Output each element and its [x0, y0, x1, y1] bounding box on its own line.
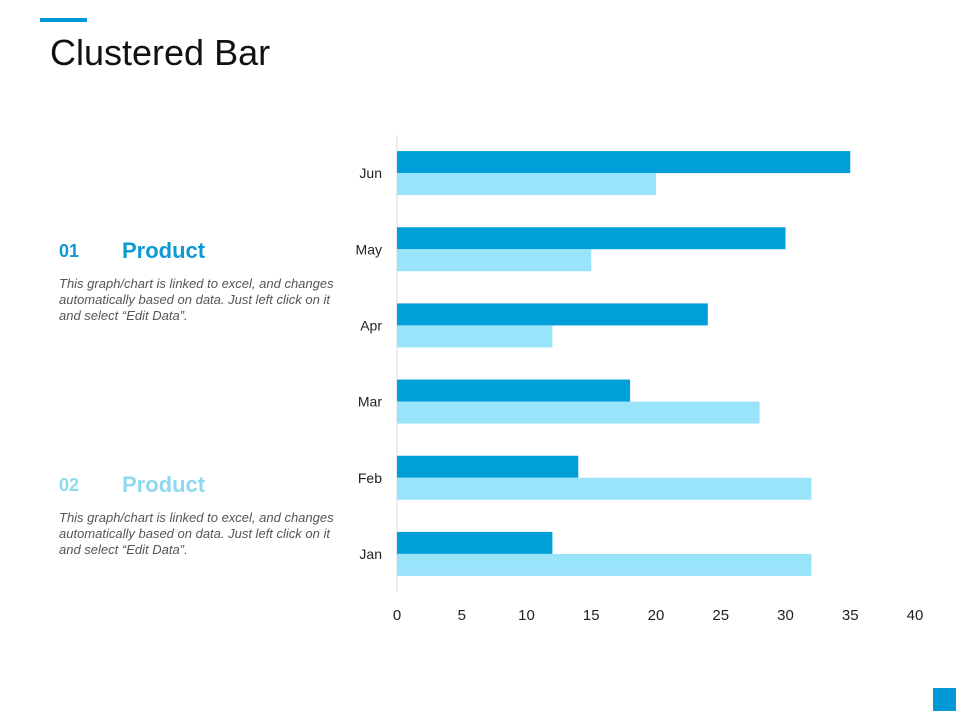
product-item-2-description: This graph/chart is linked to excel, and… [59, 510, 334, 557]
bar-series-2-apr [397, 325, 553, 348]
corner-square-decoration [933, 688, 956, 711]
bar-series-1-jan [397, 531, 553, 554]
title-accent-line [40, 18, 87, 22]
product-item-2-header: 02 Product [59, 470, 339, 504]
x-tick-label-10: 10 [518, 607, 535, 624]
bar-series-1-may [397, 227, 786, 250]
product-item-1-description: This graph/chart is linked to excel, and… [59, 276, 334, 323]
bar-series-1-jun [397, 151, 851, 174]
x-tick-label-0: 0 [393, 607, 401, 624]
product-item-2-number: 02 [59, 475, 80, 495]
x-tick-label-5: 5 [458, 607, 466, 624]
y-tick-label-feb: Feb [358, 470, 382, 486]
bar-series-2-jun [397, 173, 656, 196]
x-tick-label-35: 35 [842, 607, 859, 624]
x-tick-label-20: 20 [648, 607, 665, 624]
x-tick-label-30: 30 [777, 607, 794, 624]
y-tick-label-apr: Apr [360, 317, 382, 333]
x-tick-label-40: 40 [907, 607, 924, 624]
bar-series-2-mar [397, 401, 760, 424]
product-item-2: 02 Product This graph/chart is linked to… [59, 470, 339, 558]
bar-series-1-apr [397, 303, 708, 326]
bar-series-2-may [397, 249, 592, 272]
bar-series-2-jan [397, 553, 812, 576]
x-tick-label-15: 15 [583, 607, 600, 624]
product-item-1-title: Product [122, 238, 206, 263]
product-item-1: 01 Product This graph/chart is linked to… [59, 236, 339, 324]
product-item-1-number: 01 [59, 241, 80, 261]
product-item-2-title: Product [122, 472, 206, 497]
y-tick-label-mar: Mar [358, 394, 382, 410]
y-tick-label-jun: Jun [359, 165, 382, 181]
product-item-1-header: 01 Product [59, 236, 339, 270]
bar-series-1-feb [397, 455, 579, 478]
x-tick-label-25: 25 [712, 607, 729, 624]
bar-series-2-feb [397, 477, 812, 500]
slide-title: Clustered Bar [50, 32, 271, 73]
y-tick-label-may: May [356, 241, 382, 257]
y-tick-label-jan: Jan [359, 546, 382, 562]
bar-series-1-mar [397, 379, 631, 402]
